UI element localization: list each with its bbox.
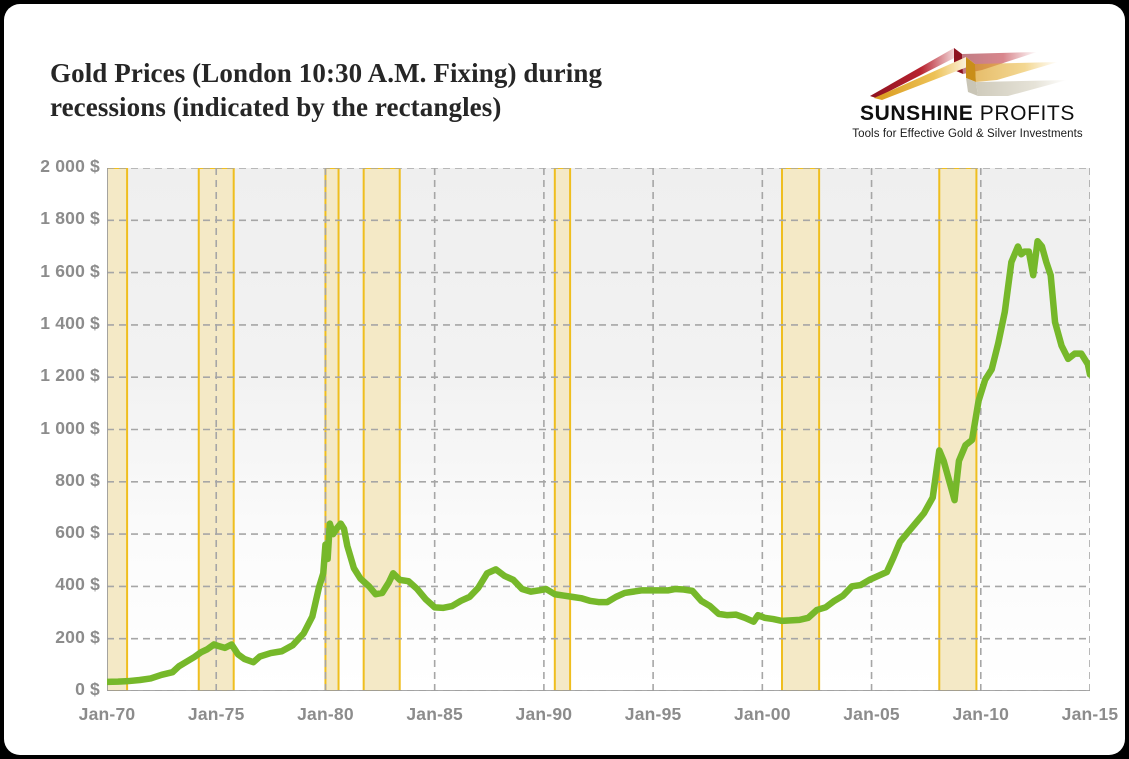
y-axis-tick-label: 600 $ xyxy=(55,522,100,543)
x-axis-tick-label: Jan-70 xyxy=(78,704,136,724)
y-axis-tick-label: 200 $ xyxy=(55,626,100,647)
logo-word-sunshine: SUNSHINE xyxy=(860,102,974,125)
logo-tagline: Tools for Effective Gold & Silver Invest… xyxy=(852,128,1083,140)
x-axis-tick-label: Jan-00 xyxy=(734,704,791,724)
y-axis-tick-label: 2 000 $ xyxy=(40,156,100,176)
x-axis-tick-label: Jan-10 xyxy=(952,704,1010,724)
x-axis-tick-label: Jan-15 xyxy=(1061,704,1119,724)
x-axis-tick-label: Jan-05 xyxy=(843,704,900,724)
logo-rays-icon xyxy=(870,48,1067,100)
chart-title-line-2: recessions (indicated by the rectangles) xyxy=(50,92,502,122)
y-axis-labels: 0 $ 200 $ 400 $ 600 $ 800 $ 1 000 $ 1 200 $ 1 4… xyxy=(10,156,100,699)
price-line-group xyxy=(107,237,1090,686)
chart-canvas xyxy=(107,168,1090,691)
x-axis-tick-label: Jan-85 xyxy=(406,704,463,724)
x-axis-labels: Jan-70 Jan-75 Jan-80 Jan-85 Jan-90 Jan-95 Jan-… xyxy=(4,704,1125,738)
price-line xyxy=(107,237,1090,686)
recession-band xyxy=(362,168,401,691)
y-axis-tick-label: 800 $ xyxy=(55,469,100,490)
chart-title-line-1: Gold Prices (London 10:30 A.M. Fixing) d… xyxy=(50,58,603,88)
chart-card: Gold Prices (London 10:30 A.M. Fixing) d… xyxy=(4,4,1125,755)
y-axis-tick-label: 1 800 $ xyxy=(40,208,100,229)
logo-wordmark: SUNSHINE PROFITS xyxy=(850,102,1085,126)
x-axis-tick-label: Jan-90 xyxy=(515,704,573,724)
sunshine-profits-logo: SUNSHINE PROFITS Tools for Effective Gol… xyxy=(850,40,1085,148)
logo-word-profits: PROFITS xyxy=(979,102,1075,125)
y-axis-tick-label: 400 $ xyxy=(55,574,100,595)
recession-band xyxy=(107,168,129,691)
x-axis-tick-label: Jan-95 xyxy=(624,704,682,724)
y-axis-tick-label: 0 $ xyxy=(75,679,100,699)
plot-area xyxy=(107,168,1090,691)
y-axis-tick-label: 1 200 $ xyxy=(40,365,100,386)
y-axis-tick-label: 1 000 $ xyxy=(40,417,100,438)
y-axis-tick-label: 1 400 $ xyxy=(40,312,100,333)
y-axis-tick-label: 1 600 $ xyxy=(40,260,100,281)
x-axis-tick-label: Jan-80 xyxy=(297,704,354,724)
x-axis-tick-label: Jan-75 xyxy=(187,704,245,724)
chart-title: Gold Prices (London 10:30 A.M. Fixing) d… xyxy=(50,56,790,124)
